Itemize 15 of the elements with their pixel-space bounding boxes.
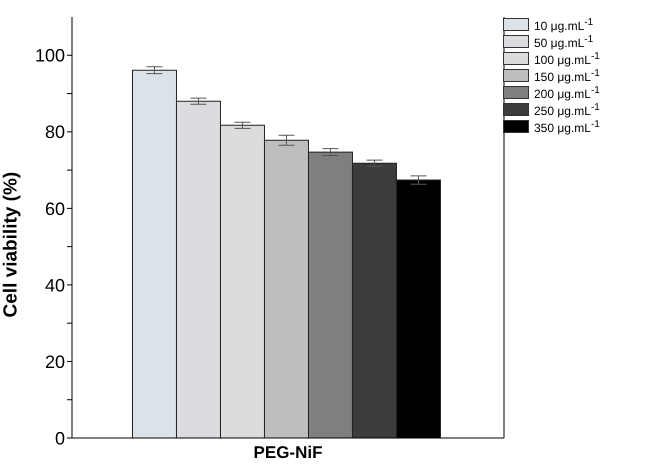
legend-label: 350 μg.mL$^{-1}$ bbox=[534, 118, 600, 134]
legend-label: 250 μg.mL$^{-1}$ bbox=[534, 102, 600, 118]
legend-label: 100 μg.mL$^{-1}$ bbox=[534, 50, 600, 66]
y-tick-label: 40 bbox=[44, 275, 65, 296]
y-tick-label: 100 bbox=[34, 46, 65, 66]
legend-label: 200 μg.mL$^{-1}$ bbox=[534, 84, 600, 100]
y-tick-label: 60 bbox=[44, 198, 65, 219]
y-tick-label: 80 bbox=[44, 122, 65, 142]
legend-label: 10 μg.mL$^{-1}$ bbox=[534, 16, 594, 32]
y-tick-label: 20 bbox=[44, 352, 65, 372]
x-tick-label: PEG-NiF bbox=[254, 443, 322, 462]
legend-label: 150 μg.mL$^{-1}$ bbox=[534, 68, 600, 84]
y-tick-label: 0 bbox=[54, 428, 65, 448]
legend-label: 50 μg.mL$^{-1}$ bbox=[534, 34, 594, 50]
y-axis-title: Cell viability (%) bbox=[0, 172, 22, 318]
